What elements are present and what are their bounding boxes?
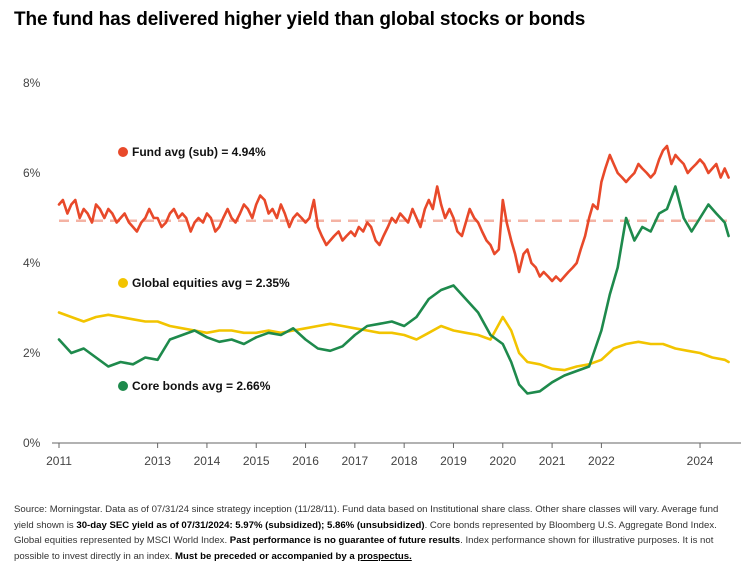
y-tick-label: 2% — [23, 346, 41, 360]
x-tick-label: 2011 — [46, 454, 72, 468]
series-lines — [57, 144, 730, 395]
x-tick-label: 2021 — [539, 454, 566, 468]
x-tick-label: 2024 — [687, 454, 714, 468]
footnote-bold-prospectus-notice: Must be preceded or accompanied by a pro… — [175, 551, 412, 562]
y-axis-ticks: 0% 2% 4% 6% 8% — [23, 76, 41, 450]
x-axis-ticks: 2011 2013 2014 2015 2016 2017 2018 2019 2020 2021… — [46, 443, 714, 468]
global-equities-annotation-label: Global equities avg = 2.35% — [132, 276, 290, 290]
footnote-bold-sec-yield: 30-day SEC yield as of 07/31/2024: 5.97%… — [76, 519, 425, 531]
footnote-bold-past-performance: Past performance is no guarantee of futu… — [229, 535, 461, 547]
y-tick-label: 8% — [23, 76, 41, 90]
footnote: Source: Morningstar. Data as of 07/31/24… — [14, 502, 739, 565]
x-tick-label: 2018 — [391, 454, 418, 468]
y-tick-label: 0% — [23, 436, 41, 450]
x-tick-label: 2016 — [292, 454, 319, 468]
x-tick-label: 2014 — [194, 454, 221, 468]
global-equities-series-line — [57, 311, 730, 372]
footnote-text-3: . Index performance shown for illustrati… — [14, 535, 714, 563]
series-annotations: Fund avg (sub) = 4.94% Global equities av… — [118, 145, 290, 393]
x-tick-label: 2019 — [440, 454, 467, 468]
y-tick-label: 4% — [23, 256, 41, 270]
core-bonds-series-line — [57, 185, 730, 395]
x-tick-label: 2022 — [588, 454, 615, 468]
x-tick-label: 2015 — [243, 454, 270, 468]
footnote-bold-prefix: Must be preceded or accompanied by a — [175, 551, 358, 563]
footnote-text-1: Source: Morningstar. Data as of 07/31/24… — [14, 504, 719, 531]
x-tick-label: 2013 — [144, 454, 171, 468]
line-chart: 0%2%4%6%8% 2011 2013 2014 2015 2016 2017 2018 2… — [23, 76, 741, 468]
footnote-text-2: . Core bonds represented by Bloomberg U.… — [14, 519, 717, 547]
fund-series-line — [57, 144, 730, 283]
core-bonds-annotation-label: Core bonds avg = 2.66% — [132, 379, 271, 393]
fund-annotation-dot — [118, 147, 128, 157]
fund-annotation-label: Fund avg (sub) = 4.94% — [132, 145, 266, 159]
y-tick-label: 6% — [23, 166, 41, 180]
core-bonds-annotation-dot — [118, 381, 128, 391]
prospectus-link[interactable]: prospectus. — [357, 551, 412, 563]
global-equities-annotation-dot — [118, 278, 128, 288]
chart-title: The fund has delivered higher yield than… — [14, 9, 586, 30]
x-tick-label: 2017 — [342, 454, 369, 468]
x-tick-label: 2020 — [489, 454, 516, 468]
